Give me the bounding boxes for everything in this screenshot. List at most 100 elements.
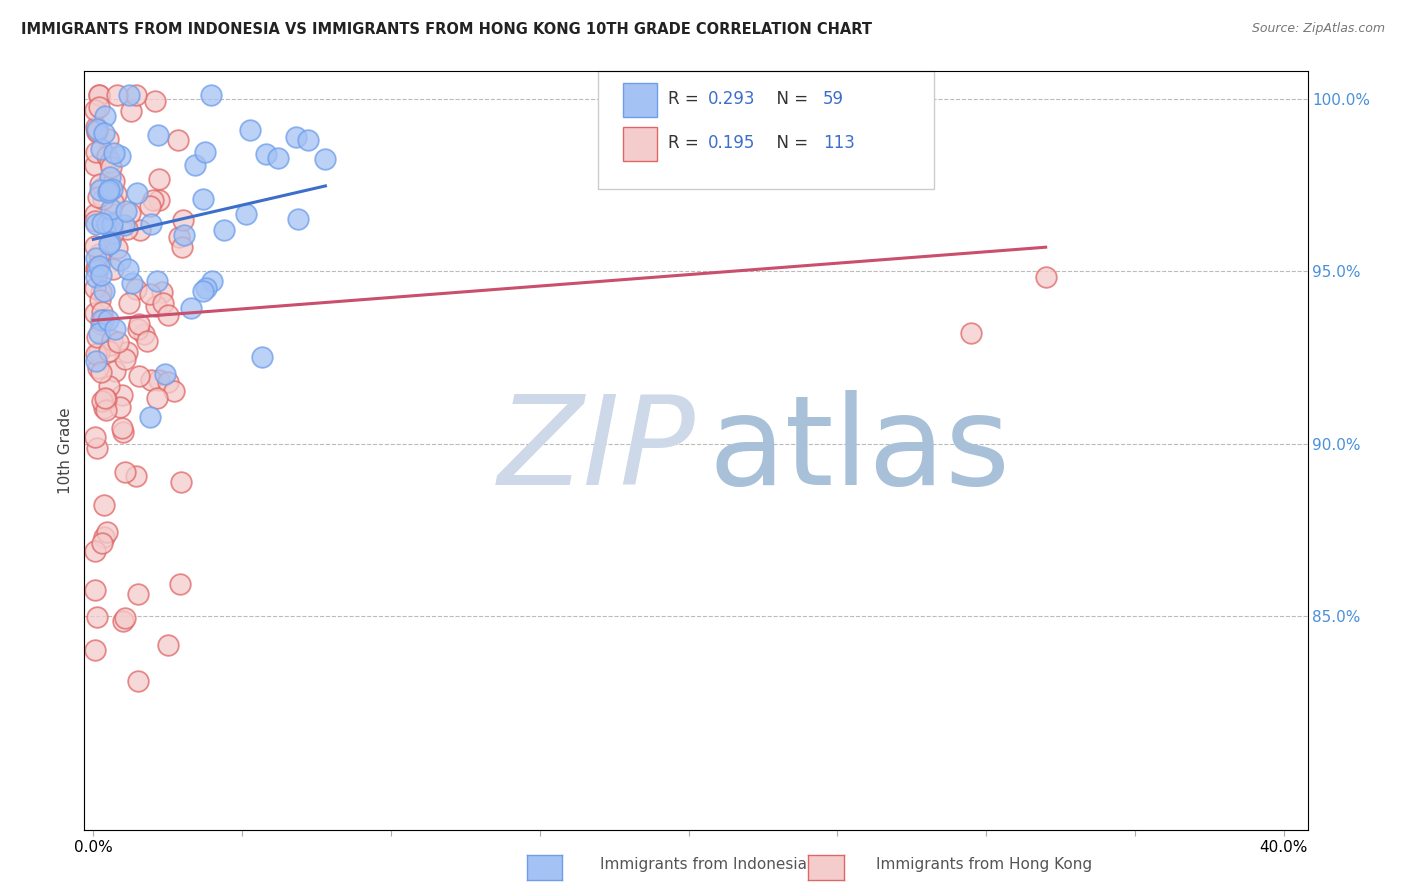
Point (167, 132, 190, 146)
Point (101, 226, 124, 240)
Point (170, 475, 193, 489)
Point (86, 125, 108, 139)
Point (97, 185, 120, 199)
Text: atlas: atlas (709, 390, 1011, 511)
Text: R =: R = (668, 135, 704, 153)
Point (87, 326, 110, 340)
Point (121, 276, 143, 290)
Point (287, 212, 309, 227)
Point (120, 206, 142, 220)
Point (96, 525, 118, 540)
Point (90, 268, 112, 282)
Point (267, 151, 290, 165)
Point (135, 334, 157, 349)
Point (115, 344, 138, 359)
Point (98, 343, 121, 358)
Point (111, 425, 134, 440)
Point (120, 103, 142, 118)
Point (84, 269, 107, 284)
Point (152, 296, 174, 310)
Point (98, 183, 121, 197)
Point (194, 145, 217, 160)
Point (297, 133, 319, 147)
Point (167, 229, 190, 244)
Point (84, 145, 107, 159)
Point (90, 305, 112, 319)
Point (153, 367, 176, 381)
Point (93, 401, 115, 415)
Point (139, 199, 162, 213)
Point (91, 216, 114, 230)
Point (90, 285, 112, 299)
Point (87, 100, 110, 114)
Point (96, 131, 118, 145)
Point (103, 173, 125, 187)
Point (191, 192, 214, 206)
Point (90, 313, 112, 327)
Point (91, 313, 114, 327)
Point (83, 583, 105, 598)
Point (98, 235, 121, 250)
FancyBboxPatch shape (598, 71, 935, 189)
Point (83, 239, 105, 253)
Point (193, 285, 215, 299)
Point (94, 403, 117, 417)
Point (146, 128, 169, 142)
Y-axis label: 10th Grade: 10th Grade (58, 407, 73, 494)
Point (172, 213, 194, 227)
Point (96, 217, 118, 231)
Point (90, 143, 112, 157)
Point (84, 217, 107, 231)
Point (103, 195, 125, 210)
Point (86, 330, 108, 344)
Point (93, 284, 115, 298)
Point (86, 263, 108, 277)
Point (83, 544, 105, 558)
Point (250, 350, 273, 364)
Point (100, 160, 122, 174)
Point (89, 88, 111, 103)
Point (100, 202, 122, 217)
Point (125, 88, 148, 103)
Point (87, 190, 110, 204)
Point (170, 240, 193, 254)
Point (183, 158, 205, 172)
Point (110, 253, 132, 268)
Point (239, 122, 262, 136)
Point (86, 260, 108, 275)
Point (108, 401, 131, 415)
Point (87, 259, 110, 273)
Point (128, 318, 150, 332)
Point (93, 498, 115, 512)
Point (103, 146, 125, 161)
Point (115, 221, 138, 235)
Point (101, 261, 124, 276)
Point (127, 321, 149, 335)
Point (127, 674, 149, 689)
Point (83, 207, 105, 221)
Point (86, 610, 108, 624)
Point (115, 204, 138, 219)
Point (98, 378, 121, 392)
Point (104, 364, 127, 378)
Point (94, 392, 117, 406)
Point (112, 218, 135, 232)
Point (111, 421, 134, 435)
Point (83, 214, 105, 228)
Point (93, 530, 115, 544)
Point (156, 375, 179, 389)
Point (89, 178, 111, 192)
Text: Source: ZipAtlas.com: Source: ZipAtlas.com (1251, 22, 1385, 36)
Point (86, 120, 108, 134)
Point (125, 282, 148, 296)
Point (117, 261, 139, 276)
Point (139, 218, 162, 232)
Point (145, 299, 167, 313)
Point (90, 393, 112, 408)
Point (90, 365, 112, 379)
Point (91, 192, 114, 206)
Point (125, 186, 148, 200)
Point (127, 587, 149, 601)
Point (180, 301, 202, 315)
Point (118, 295, 141, 310)
